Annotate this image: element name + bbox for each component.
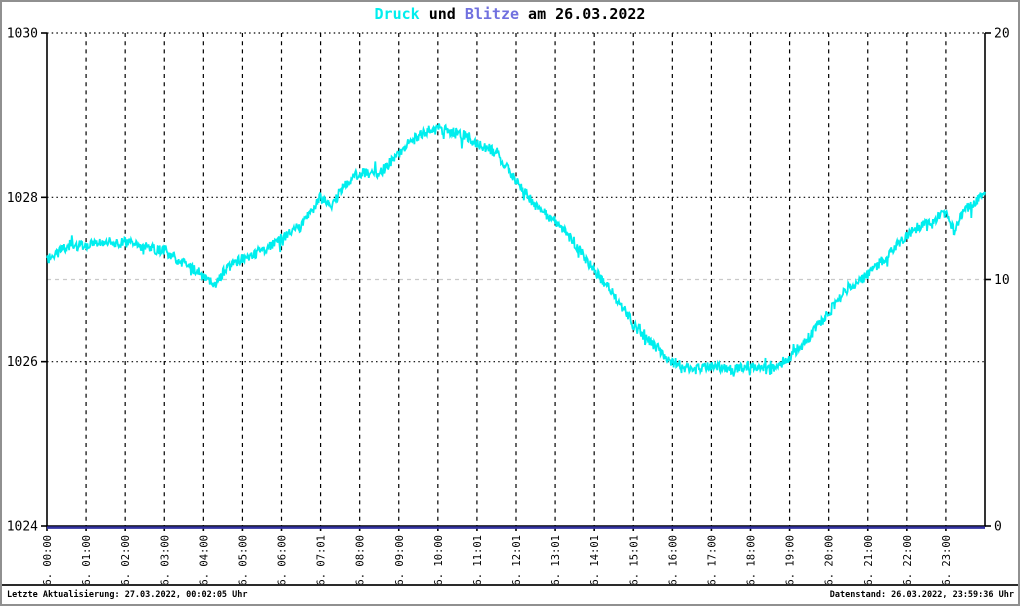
x-tick-label: 26. 05:00 xyxy=(237,535,249,584)
pressure-series xyxy=(46,123,986,377)
title-part-und: und xyxy=(419,5,465,23)
x-tick-label: 26. 09:00 xyxy=(394,535,406,584)
x-tick-label: 26. 10:00 xyxy=(433,535,445,584)
footer-bar: Letzte Aktualisierung: 27.03.2022, 00:02… xyxy=(2,584,1018,604)
x-tick-label: 26. 03:00 xyxy=(159,535,171,584)
x-tick-label: 26. 12:01 xyxy=(511,535,523,584)
x-tick-label: 26. 20:00 xyxy=(824,535,836,584)
y-right-tick-label: 0 xyxy=(994,520,1002,535)
x-tick-label: 26. 04:00 xyxy=(198,535,210,584)
x-tick-label: 26. 17:00 xyxy=(706,535,718,584)
y-right-tick-label: 10 xyxy=(994,273,1010,288)
y-left-tick-label: 1030 xyxy=(7,27,38,42)
title-part-druck: Druck xyxy=(374,5,420,23)
footer-data-state: Datenstand: 26.03.2022, 23:59:36 Uhr xyxy=(829,590,1014,600)
x-tick-label: 26. 19:00 xyxy=(785,535,797,584)
chart-title: Druck und Blitze am 26.03.2022 xyxy=(2,5,1018,23)
title-part-date: am 26.03.2022 xyxy=(519,5,646,23)
x-tick-label: 26. 22:00 xyxy=(902,535,914,584)
x-tick-label: 26. 21:00 xyxy=(863,535,875,584)
y-left-tick-label: 1028 xyxy=(7,191,38,206)
x-tick-label: 26. 00:00 xyxy=(42,535,54,584)
x-tick-label: 26. 14:01 xyxy=(589,535,601,584)
x-tick-label: 26. 15:01 xyxy=(628,535,640,584)
footer-last-update: Letzte Aktualisierung: 27.03.2022, 00:02… xyxy=(7,590,248,600)
y-left-tick-label: 1026 xyxy=(7,355,38,370)
x-tick-label: 26. 01:00 xyxy=(81,535,93,584)
x-tick-label: 26. 23:00 xyxy=(941,535,953,584)
x-tick-label: 26. 08:00 xyxy=(355,535,367,584)
y-left-tick-label: 1024 xyxy=(7,520,38,535)
x-tick-label: 26. 06:00 xyxy=(277,535,289,584)
x-tick-label: 26. 07:01 xyxy=(316,535,328,584)
x-tick-label: 26. 16:00 xyxy=(667,535,679,584)
x-tick-label: 26. 11:01 xyxy=(472,535,484,584)
x-tick-label: 26. 13:01 xyxy=(550,535,562,584)
chart-canvas: 1030 1028 1026 1024 20 10 0 26. 00:00 26. 01:00 2… xyxy=(7,27,1010,585)
title-part-blitze: Blitze xyxy=(464,5,520,23)
y-right-tick-label: 20 xyxy=(994,27,1010,42)
x-tick-label: 26. 18:00 xyxy=(746,535,758,584)
x-tick-label: 26. 02:00 xyxy=(120,535,132,584)
